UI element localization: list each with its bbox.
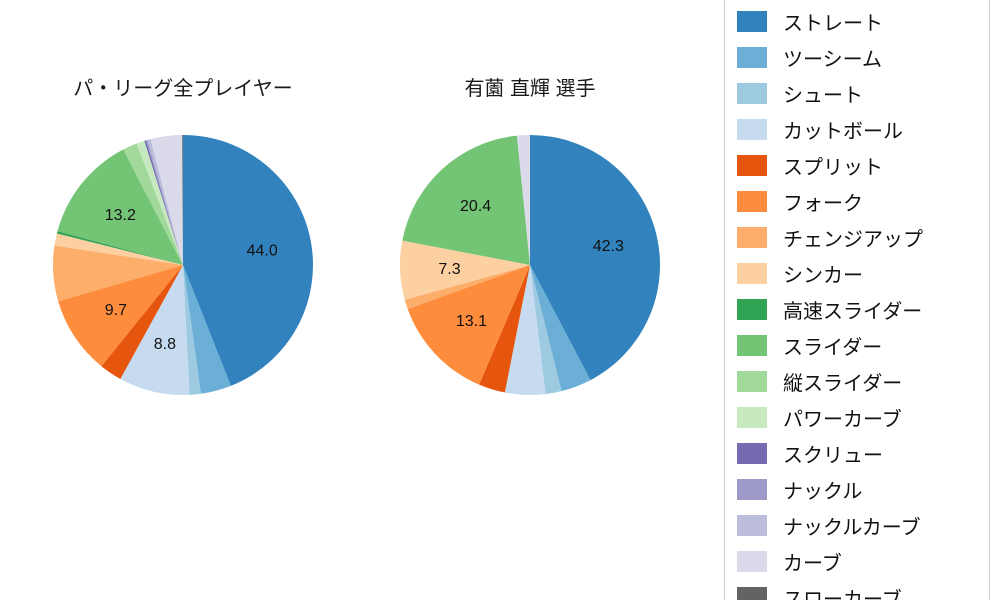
pie-slice [120,265,190,396]
legend-item: フォーク [737,183,981,219]
legend-item: カットボール [737,111,981,147]
legend-item: ツーシーム [737,39,981,75]
pie-data-label: 13.2 [105,207,136,224]
pie-slice [516,135,530,265]
legend-item: ストレート [737,3,981,39]
pie-chart-league: 44.0 8.8 9.7 13.2 [53,134,314,396]
pie-title-league: パ・リーグ全プレイヤー [73,78,293,100]
legend-item-label: ストレート [783,12,883,35]
legend-panel: ストレートツーシームシュートカットボール スプリットフォークチェンジアップ シンカー… [724,0,990,600]
legend-item-label: スクリュー [783,444,883,467]
pie-slice [404,265,530,310]
pie-data-label: 7.3 [438,261,460,278]
pie-slice [57,149,183,265]
legend-item: チェンジアップ [737,219,981,255]
pie-data-label: 9.7 [105,302,127,319]
legend-swatch [737,154,767,176]
legend-item: カーブ [737,543,981,579]
legend-item: スプリット [737,147,981,183]
legend-item-label: 高速スライダー [783,300,923,323]
pie-data-label: 42.3 [593,238,624,255]
legend-item-label: スローカーブ [783,588,902,600]
legend-item-label: スライダー [783,336,883,359]
pie-chart-player: 42.3 13.1 7.3 20.4 [399,135,661,395]
legend-swatch [737,46,767,68]
pie-slice [150,135,183,265]
legend-item-label: スプリット [783,156,883,179]
pie-data-label: 44.0 [247,242,278,259]
legend-item: シンカー [737,255,981,291]
legend-item: ナックル [737,471,981,507]
pie-slice [479,265,530,393]
pie-slice [123,143,183,265]
legend-item: 高速スライダー [737,291,981,327]
legend-item-label: 縦スライダー [783,372,903,395]
pie-data-label: 20.4 [460,198,491,215]
pie-slice [54,233,184,265]
legend-swatch [737,514,767,536]
legend-swatch [737,118,767,140]
legend-item-label: ナックルカーブ [783,516,921,539]
pie-slice [136,140,183,265]
legend-item: ナックルカーブ [737,507,981,543]
pie-slice [56,231,183,265]
pie-slice [53,245,183,302]
pie-slice [530,135,661,381]
pie-slice [183,135,314,386]
legend-item-label: フォーク [783,192,863,215]
legend-item-label: シンカー [783,264,863,287]
legend-swatch [737,262,767,284]
pie-title-player: 有薗 直輝 選手 [464,78,596,100]
legend-item: シュート [737,75,981,111]
legend-swatch [737,442,767,464]
legend-item-label: ツーシーム [783,48,882,71]
pie-data-label: 13.1 [456,313,487,330]
pie-slice [402,135,530,265]
pie-slice [504,265,546,395]
legend-item-label: ナックル [783,480,863,503]
legend-item-label: パワーカーブ [783,408,902,431]
legend-swatch [737,190,767,212]
legend-item-label: チェンジアップ [783,228,923,251]
legend-swatch [737,10,767,32]
pie-slice [101,265,183,379]
pie-slice [145,139,183,265]
pie-data-label: 8.8 [154,336,176,353]
pie-slice [58,265,183,367]
legend-swatch [737,226,767,248]
legend-item: パワーカーブ [737,399,981,435]
legend-swatch [737,406,767,428]
pie-slice [530,265,591,392]
legend-item: スライダー [737,327,981,363]
legend-swatch [737,550,767,572]
pie-slice [399,240,530,300]
legend-swatch [737,82,767,104]
pie-slice [183,265,201,395]
legend-swatch [737,586,767,600]
pie-slice [183,265,231,394]
pie-slice [147,139,183,265]
legend-swatch [737,370,767,392]
legend-swatch [737,298,767,320]
pie-slice [407,265,530,385]
legend-item-label: カットボール [783,120,903,143]
legend-item: スローカーブ [737,579,981,600]
legend-item: スクリュー [737,435,981,471]
legend-swatch [737,478,767,500]
pie-slice [530,265,562,395]
legend-item-label: シュート [783,84,863,107]
pie-slice [144,140,183,265]
legend-item-label: カーブ [783,552,842,575]
legend-swatch [737,334,767,356]
legend-item: 縦スライダー [737,363,981,399]
pie-slice [182,134,183,265]
